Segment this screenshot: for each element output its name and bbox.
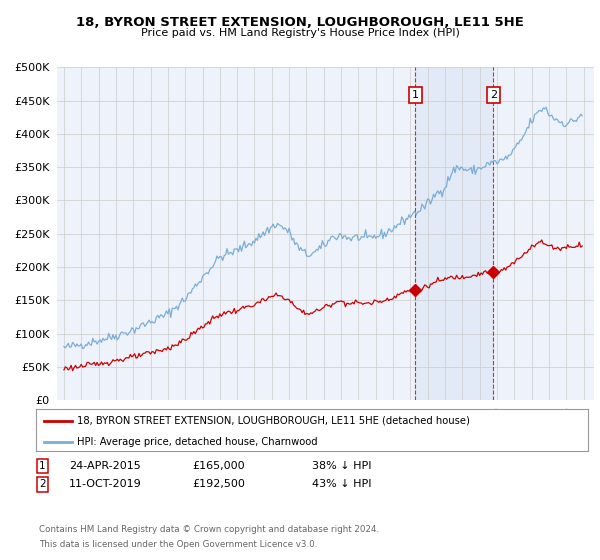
Bar <box>415 67 493 400</box>
Text: 18, BYRON STREET EXTENSION, LOUGHBOROUGH, LE11 5HE: 18, BYRON STREET EXTENSION, LOUGHBOROUGH… <box>76 16 524 29</box>
Text: This data is licensed under the Open Government Licence v3.0.: This data is licensed under the Open Gov… <box>39 540 317 549</box>
Text: Price paid vs. HM Land Registry's House Price Index (HPI): Price paid vs. HM Land Registry's House … <box>140 28 460 38</box>
Text: 1: 1 <box>412 90 419 100</box>
Text: 38% ↓ HPI: 38% ↓ HPI <box>312 461 371 471</box>
Text: HPI: Average price, detached house, Charnwood: HPI: Average price, detached house, Char… <box>77 437 318 446</box>
Text: Contains HM Land Registry data © Crown copyright and database right 2024.: Contains HM Land Registry data © Crown c… <box>39 525 379 534</box>
Text: £192,500: £192,500 <box>192 479 245 489</box>
Text: 2: 2 <box>39 479 46 489</box>
Text: 24-APR-2015: 24-APR-2015 <box>69 461 141 471</box>
Text: 43% ↓ HPI: 43% ↓ HPI <box>312 479 371 489</box>
Text: 2: 2 <box>490 90 497 100</box>
Text: 11-OCT-2019: 11-OCT-2019 <box>69 479 142 489</box>
Text: £165,000: £165,000 <box>192 461 245 471</box>
Text: 18, BYRON STREET EXTENSION, LOUGHBOROUGH, LE11 5HE (detached house): 18, BYRON STREET EXTENSION, LOUGHBOROUGH… <box>77 416 470 426</box>
Text: 1: 1 <box>39 461 46 471</box>
